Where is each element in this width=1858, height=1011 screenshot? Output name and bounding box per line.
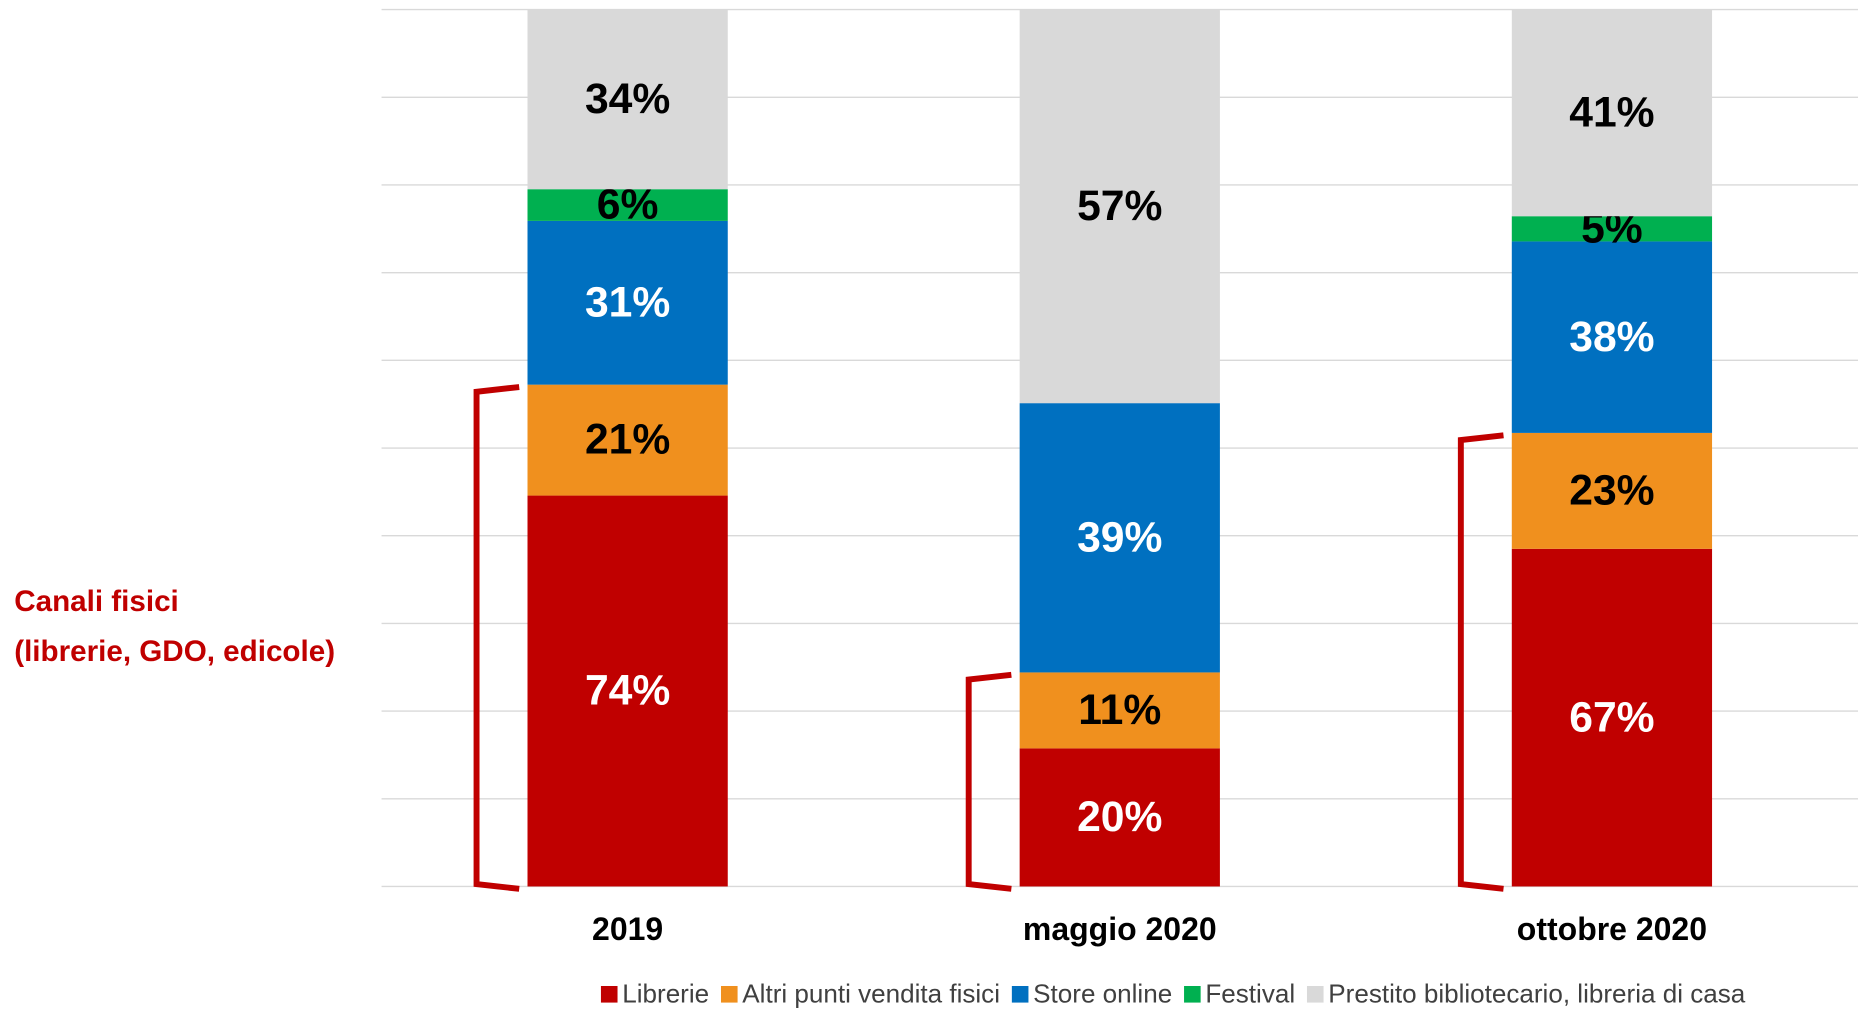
bar-segment	[1511, 9, 1713, 217]
x-tick-label: ottobre 2020	[1517, 911, 1707, 947]
bar-segment	[1511, 241, 1713, 433]
bar-segment	[527, 9, 728, 190]
bar-segment	[1019, 9, 1220, 404]
legend-swatch	[1184, 985, 1201, 1003]
legend-swatch	[720, 985, 738, 1003]
legend-label: Altri punti vendita fisici	[742, 978, 1000, 1008]
value-label: 34%	[585, 75, 670, 123]
bar-segment	[1511, 432, 1713, 549]
bar-segment	[1019, 672, 1220, 749]
bar-segment	[527, 220, 728, 385]
annotation: (librerie, GDO, edicole)	[14, 635, 335, 668]
legend-swatch	[1011, 985, 1029, 1003]
legend-item: Festival	[1184, 978, 1295, 1008]
value-label: 11%	[1078, 686, 1161, 734]
x-tick-label: 2019	[592, 911, 663, 947]
legend-item: Store online	[1011, 978, 1172, 1008]
bar-segment	[527, 384, 728, 496]
bar-segment	[1019, 748, 1220, 887]
legend-item: Altri punti vendita fisici	[720, 978, 1000, 1008]
bar-segment	[1511, 216, 1713, 242]
value-label: 20%	[1077, 793, 1162, 841]
bracket	[965, 671, 1012, 892]
legend: Librerie Altri punti vendita fisici Store …	[600, 978, 1746, 1008]
bracket	[473, 384, 520, 892]
value-label: 23%	[1569, 467, 1654, 515]
legend-swatch	[1306, 985, 1324, 1003]
annotation: Canali fisici	[14, 585, 179, 618]
value-label: 38%	[1569, 313, 1654, 361]
bar-segment	[1019, 403, 1220, 673]
bar-segment	[1511, 548, 1713, 887]
bar-segment	[527, 189, 728, 221]
value-label: 74%	[585, 667, 670, 715]
value-label: 41%	[1569, 89, 1654, 137]
legend-item: Librerie	[600, 978, 709, 1008]
legend-label: Festival	[1205, 978, 1295, 1008]
legend-item: Prestito bibliotecario, libreria di casa	[1306, 978, 1746, 1008]
value-label: 31%	[585, 278, 670, 326]
legend-label: Librerie	[622, 978, 709, 1008]
value-label: 67%	[1569, 693, 1654, 741]
bracket	[1457, 432, 1504, 892]
x-tick-label: maggio 2020	[1023, 911, 1217, 947]
value-label: 39%	[1077, 513, 1162, 561]
legend-label: Prestito bibliotecario, libreria di casa	[1328, 978, 1745, 1008]
value-label: 21%	[585, 416, 670, 464]
legend-swatch	[600, 985, 618, 1003]
bar-segment	[527, 495, 728, 887]
legend-label: Store online	[1033, 978, 1172, 1008]
value-label: 57%	[1077, 182, 1162, 230]
